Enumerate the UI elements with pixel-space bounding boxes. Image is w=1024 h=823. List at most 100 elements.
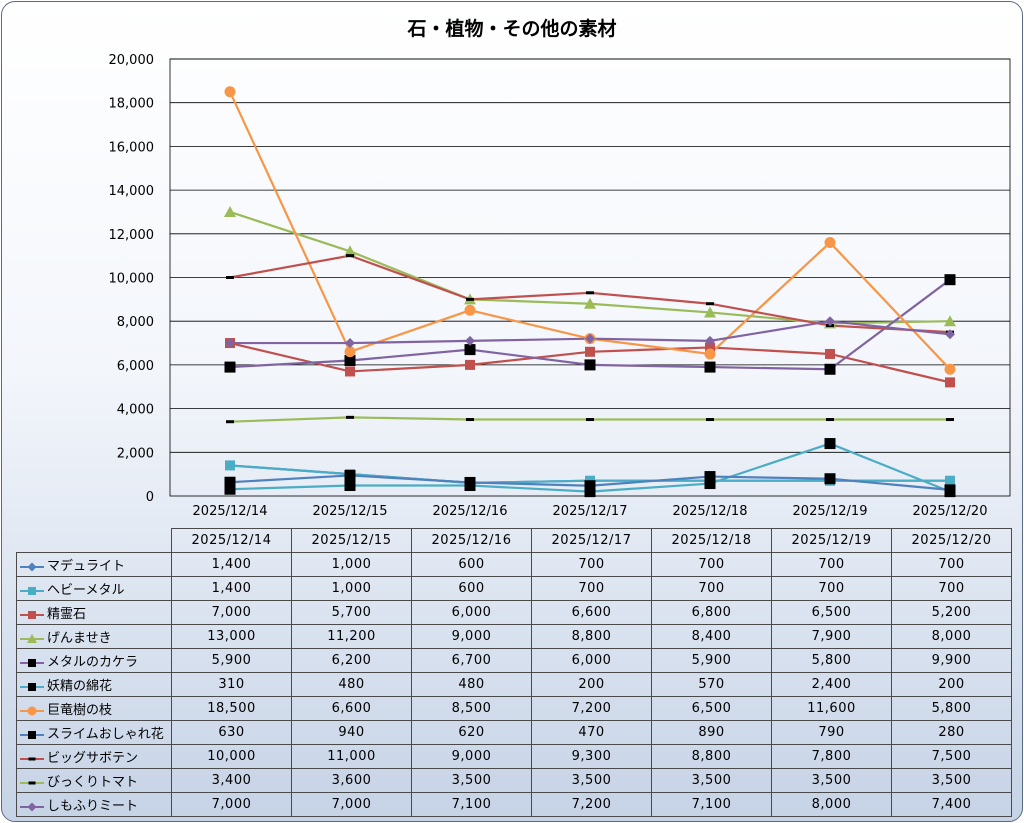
data-point — [824, 438, 836, 450]
data-point — [944, 484, 956, 496]
x-tick-label: 2025/12/19 — [793, 504, 868, 519]
data-point — [226, 420, 234, 424]
table-cell: 5,700 — [291, 600, 412, 625]
table-row: しもふりミート 7,000 7,000 7,100 7,200 7,100 8,000 7,4… — [16, 792, 1012, 817]
data-point — [585, 333, 595, 344]
table-row: びっくりトマト 3,400 3,600 3,500 3,500 3,500 3,500 3,5… — [16, 768, 1012, 793]
series-name: げんませき — [47, 631, 112, 646]
legend-key — [20, 730, 44, 739]
table-cell: 7,000 — [291, 792, 412, 817]
y-tick-label: 10,000 — [109, 272, 155, 287]
table-cell: 7,100 — [411, 792, 532, 817]
table-cell: 6,600 — [531, 600, 652, 625]
table-cell: 6,200 — [291, 648, 412, 673]
series-name: びっくりトマト — [47, 775, 139, 790]
series-name: メタルのカケラ — [47, 655, 139, 670]
table-cell: 280 — [891, 720, 1012, 745]
data-point — [344, 346, 356, 358]
y-tick-label: 14,000 — [109, 184, 155, 199]
y-tick-label: 0 — [146, 490, 154, 505]
table-cell: 6,000 — [411, 600, 532, 625]
table-column-header: 2025/12/20 — [891, 528, 1012, 553]
table-cell: 5,900 — [651, 648, 772, 673]
data-point — [344, 245, 356, 257]
table-row: ビッグサボテン 10,000 11,000 9,000 9,300 8,800 7,800 7… — [16, 744, 1012, 769]
data-point — [946, 418, 954, 422]
table-cell: 8,500 — [411, 696, 532, 721]
table-cell: 5,900 — [171, 648, 292, 673]
table-cell: 7,500 — [891, 744, 1012, 769]
table-cell: 8,800 — [531, 624, 652, 649]
table-cell: 1,400 — [171, 552, 292, 577]
data-point — [706, 302, 714, 306]
table-row: マデュライト 1,400 1,000 600 700 700 700 700 — [16, 552, 1012, 577]
data-point — [345, 338, 355, 349]
data-point — [466, 297, 474, 301]
table-cell: 600 — [411, 576, 532, 601]
table-cell: 8,400 — [651, 624, 772, 649]
data-point — [225, 460, 235, 471]
table-cell: 700 — [771, 576, 892, 601]
table-cell: 3,500 — [651, 768, 772, 793]
table-cell: 7,800 — [771, 744, 892, 769]
table-cell: 3,500 — [411, 768, 532, 793]
data-point — [824, 363, 836, 375]
data-point — [824, 473, 836, 485]
table-corner — [17, 529, 172, 553]
table-cell: 2,400 — [771, 672, 892, 697]
series-name: マデュライト — [47, 559, 126, 574]
table-cell: 9,000 — [411, 744, 532, 769]
table-column-header: 2025/12/16 — [411, 528, 532, 553]
table-cell: 5,800 — [891, 696, 1012, 721]
legend-key — [20, 757, 44, 760]
series-label-cell: ヘビーメタル — [16, 576, 172, 601]
data-point — [584, 486, 596, 498]
y-tick-label: 20,000 — [109, 53, 155, 68]
table-cell: 630 — [171, 720, 292, 745]
data-point — [825, 316, 835, 327]
series-label-cell: 妖精の綿花 — [16, 672, 172, 697]
legend-key — [20, 682, 44, 691]
data-point — [704, 471, 716, 483]
line-chart: 0 2,000 4,000 6,000 8,000 10,000 12,000 14,000 1… — [109, 53, 1011, 519]
table-cell: 470 — [531, 720, 652, 745]
table-cell: 700 — [891, 552, 1012, 577]
data-point — [224, 205, 236, 217]
x-tick-label: 2025/12/20 — [913, 504, 988, 519]
series-name: 精霊石 — [47, 607, 87, 622]
series-label-cell: しもふりミート — [16, 792, 172, 817]
table-cell: 700 — [891, 576, 1012, 601]
legend-key — [20, 706, 44, 715]
x-tick-label: 2025/12/18 — [673, 504, 748, 519]
chart-title: 石・植物・その他の素材 — [407, 18, 617, 40]
table-cell: 7,100 — [651, 792, 772, 817]
table-cell: 7,000 — [171, 600, 292, 625]
data-point — [704, 478, 716, 490]
table-column-header: 2025/12/18 — [651, 528, 772, 553]
table-row: 精霊石 7,000 5,700 6,000 6,600 6,800 6,500 5,200 — [16, 600, 1012, 625]
data-point — [586, 291, 594, 295]
table-cell: 5,800 — [771, 648, 892, 673]
data-point — [944, 363, 956, 375]
data-point — [704, 306, 716, 318]
series-name: 巨竜樹の枝 — [47, 703, 113, 718]
data-point — [584, 359, 596, 371]
data-point — [345, 366, 355, 377]
table-cell: 200 — [531, 672, 652, 697]
table-cell: 7,900 — [771, 624, 892, 649]
y-tick-label: 2,000 — [117, 446, 154, 461]
series-name: ヘビーメタル — [47, 583, 125, 598]
y-tick-label: 8,000 — [117, 315, 154, 330]
data-point — [346, 254, 354, 258]
data-point — [465, 359, 475, 370]
table-cell: 200 — [891, 672, 1012, 697]
y-tick-label: 4,000 — [117, 403, 154, 418]
table-cell: 7,400 — [891, 792, 1012, 817]
series-name: ビッグサボテン — [47, 751, 139, 766]
data-point — [584, 297, 596, 309]
data-point — [825, 348, 835, 359]
table-cell: 940 — [291, 720, 412, 745]
x-tick-label: 2025/12/14 — [193, 504, 268, 519]
table-cell: 9,300 — [531, 744, 652, 769]
y-tick-label: 12,000 — [109, 228, 155, 243]
